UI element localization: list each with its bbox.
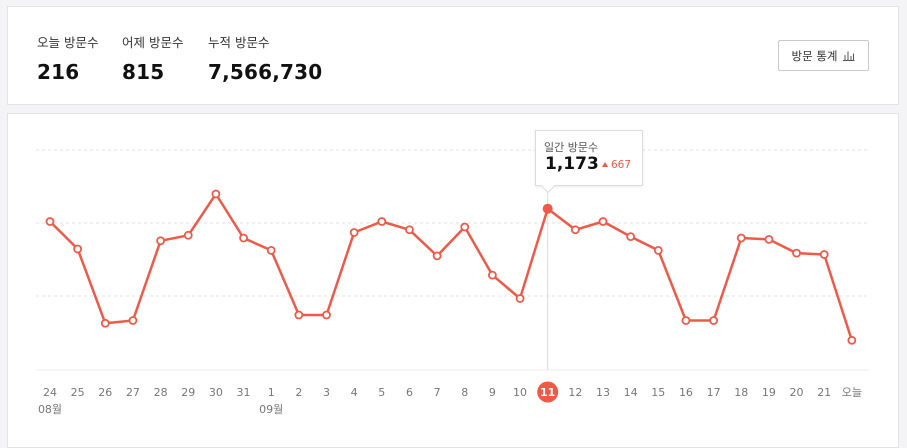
x-tick-label: 15 (651, 386, 665, 399)
data-point (515, 294, 525, 303)
x-tick-label: 4 (351, 386, 358, 399)
total-visits-label: 누적 방문수 (208, 35, 270, 50)
data-point (709, 316, 718, 325)
x-tick-label: 19 (762, 386, 776, 399)
data-point (847, 335, 857, 345)
x-tick-label: 12 (568, 386, 582, 399)
total-visits: 누적 방문수 7,566,730 (208, 32, 322, 84)
yesterday-visits: 어제 방문수 815 (122, 32, 183, 84)
data-point (487, 270, 497, 280)
data-point (322, 310, 331, 320)
series-line (49, 192, 853, 341)
data-point (156, 236, 166, 246)
visit-stats-button[interactable]: 방문 통계 (778, 40, 869, 71)
x-tick-label: 29 (181, 386, 195, 399)
x-tick-label: 26 (98, 386, 112, 399)
data-point (45, 217, 55, 226)
x-tick-label: 오늘 (842, 386, 862, 399)
x-tick-label: 17 (707, 386, 721, 399)
data-point (819, 250, 829, 259)
today-visits-value: 216 (37, 60, 80, 84)
yesterday-visits-value: 815 (122, 60, 165, 84)
x-tick-label: 10 (513, 386, 527, 399)
tooltip-label: 일간 방문수 (544, 141, 599, 154)
x-tick-label: 5 (378, 386, 385, 399)
data-point (73, 244, 83, 254)
month-label: 09월 (259, 403, 283, 416)
data-point (570, 225, 580, 235)
visitor-stats-panel: 오늘 방문수 216 어제 방문수 815 누적 방문수 7,566,730 방… (7, 6, 899, 105)
today-visits: 오늘 방문수 216 (37, 32, 98, 84)
visit-stats-button-label: 방문 통계 (791, 48, 838, 63)
tooltip-value: 1,173 (545, 154, 599, 174)
x-tick-label: 13 (596, 386, 610, 399)
month-label: 08월 (38, 403, 62, 416)
data-point (100, 318, 110, 328)
data-point (432, 251, 442, 261)
x-tick-label: 24 (43, 386, 57, 399)
x-tick-label: 27 (126, 386, 140, 399)
selected-day-marker (537, 381, 559, 403)
x-tick-label: 31 (237, 386, 251, 399)
x-tick-label: 21 (817, 386, 831, 399)
data-point (653, 245, 663, 255)
x-tick-label: 25 (71, 386, 85, 399)
x-tick-label: 28 (154, 386, 168, 399)
data-point (294, 310, 304, 320)
data-point (792, 248, 801, 258)
x-tick-label: 30 (209, 386, 223, 399)
data-point (377, 217, 387, 226)
today-visits-label: 오늘 방문수 (37, 35, 99, 50)
data-point (460, 222, 470, 232)
data-point (626, 232, 636, 242)
data-point (128, 316, 138, 325)
x-tick-label: 6 (406, 386, 413, 399)
x-tick-label: 3 (323, 386, 330, 399)
data-point (183, 230, 193, 240)
x-tick-label: 1 (268, 386, 275, 399)
daily-visits-tooltip: 일간 방문수 1,173 667 (535, 130, 643, 186)
data-point-highlighted (542, 203, 553, 214)
x-tick-label: 11 (540, 386, 555, 399)
x-tick-label: 20 (790, 386, 804, 399)
x-tick-label: 9 (489, 386, 496, 399)
data-point (266, 245, 276, 255)
data-point (211, 189, 221, 199)
data-point (681, 316, 691, 325)
data-point (736, 233, 746, 243)
yesterday-visits-label: 어제 방문수 (122, 35, 184, 50)
x-tick-label: 2 (295, 386, 302, 399)
data-point (239, 233, 248, 243)
data-point (598, 217, 608, 226)
tooltip-delta: 667 (602, 159, 631, 171)
x-tick-label: 18 (734, 386, 748, 399)
x-tick-label: 14 (624, 386, 638, 399)
bar-chart-icon (843, 51, 855, 61)
data-point (349, 228, 359, 237)
total-visits-value: 7,566,730 (208, 60, 323, 84)
x-tick-label: 7 (434, 386, 441, 399)
data-point (764, 234, 774, 244)
x-tick-label: 8 (461, 386, 468, 399)
x-tick-label: 16 (679, 386, 693, 399)
data-point (405, 225, 414, 235)
daily-visits-chart-panel (7, 113, 899, 448)
